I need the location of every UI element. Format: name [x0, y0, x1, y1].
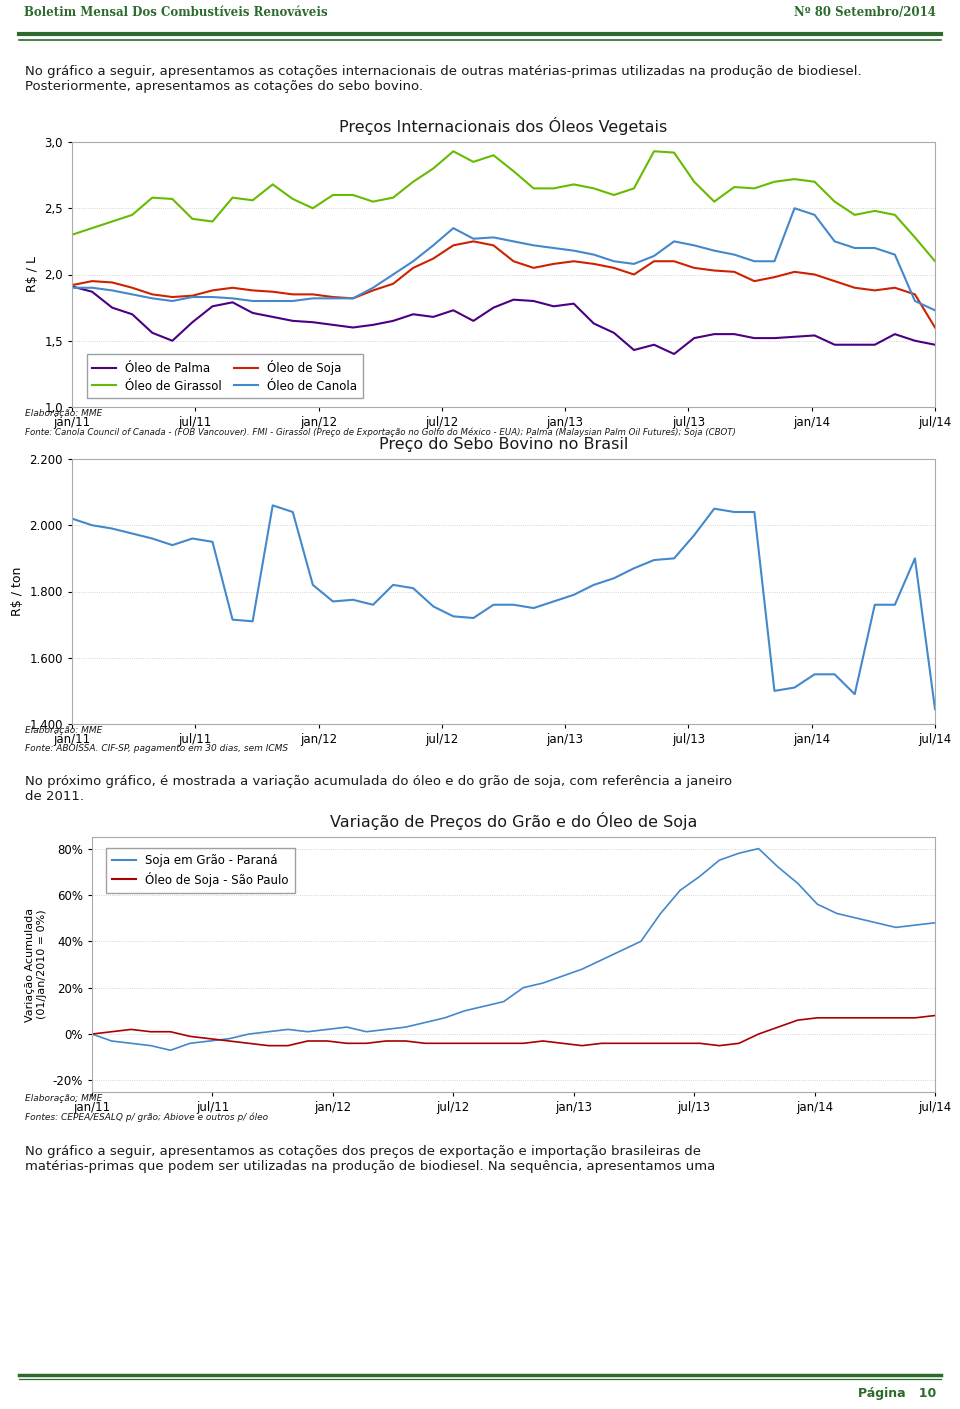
Legend: Óleo de Palma, Óleo de Girassol, Óleo de Soja, Óleo de Canola: Óleo de Palma, Óleo de Girassol, Óleo de…	[86, 354, 363, 399]
Text: Fonte: ABOISSA. CIF-SP, pagamento em 30 dias, sem ICMS: Fonte: ABOISSA. CIF-SP, pagamento em 30 …	[25, 744, 288, 752]
Title: Variação de Preços do Grão e do Óleo de Soja: Variação de Preços do Grão e do Óleo de …	[330, 812, 697, 830]
Text: Elaboração: MME: Elaboração: MME	[25, 726, 103, 735]
Text: Nº 80 Setembro/2014: Nº 80 Setembro/2014	[794, 6, 936, 18]
Text: No próximo gráfico, é mostrada a variação acumulada do óleo e do grão de soja, c: No próximo gráfico, é mostrada a variaçã…	[25, 775, 732, 803]
Text: Elaboração: MME: Elaboração: MME	[25, 1093, 103, 1103]
Y-axis label: R$ / ton: R$ / ton	[11, 566, 24, 616]
Text: No gráfico a seguir, apresentamos as cotações internacionais de outras matérias-: No gráfico a seguir, apresentamos as cot…	[25, 65, 862, 93]
Y-axis label: R$ / L: R$ / L	[26, 256, 38, 293]
Text: Boletim Mensal Dos Combustíveis Renováveis: Boletim Mensal Dos Combustíveis Renováve…	[24, 6, 327, 18]
Legend: Soja em Grão - Paraná, Óleo de Soja - São Paulo: Soja em Grão - Paraná, Óleo de Soja - Sã…	[107, 848, 295, 892]
Title: Preço do Sebo Bovino no Brasil: Preço do Sebo Bovino no Brasil	[379, 437, 628, 452]
Text: No gráfico a seguir, apresentamos as cotações dos preços de exportação e importa: No gráfico a seguir, apresentamos as cot…	[25, 1146, 715, 1174]
Text: Fonte: Canola Council of Canada - (FOB Vancouver). FMI - Girassol (Preço de Expo: Fonte: Canola Council of Canada - (FOB V…	[25, 427, 736, 437]
Text: Fontes: CEPEA/ESALQ p/ grão; Abiove e outros p/ óleo: Fontes: CEPEA/ESALQ p/ grão; Abiove e ou…	[25, 1112, 268, 1122]
Y-axis label: Variação Acumulada
(01/Jan/2010 = 0%): Variação Acumulada (01/Jan/2010 = 0%)	[26, 907, 47, 1022]
Title: Preços Internacionais dos Óleos Vegetais: Preços Internacionais dos Óleos Vegetais	[340, 117, 667, 135]
Text: Página   10: Página 10	[857, 1388, 936, 1401]
Text: Elaboração: MME: Elaboração: MME	[25, 409, 103, 418]
